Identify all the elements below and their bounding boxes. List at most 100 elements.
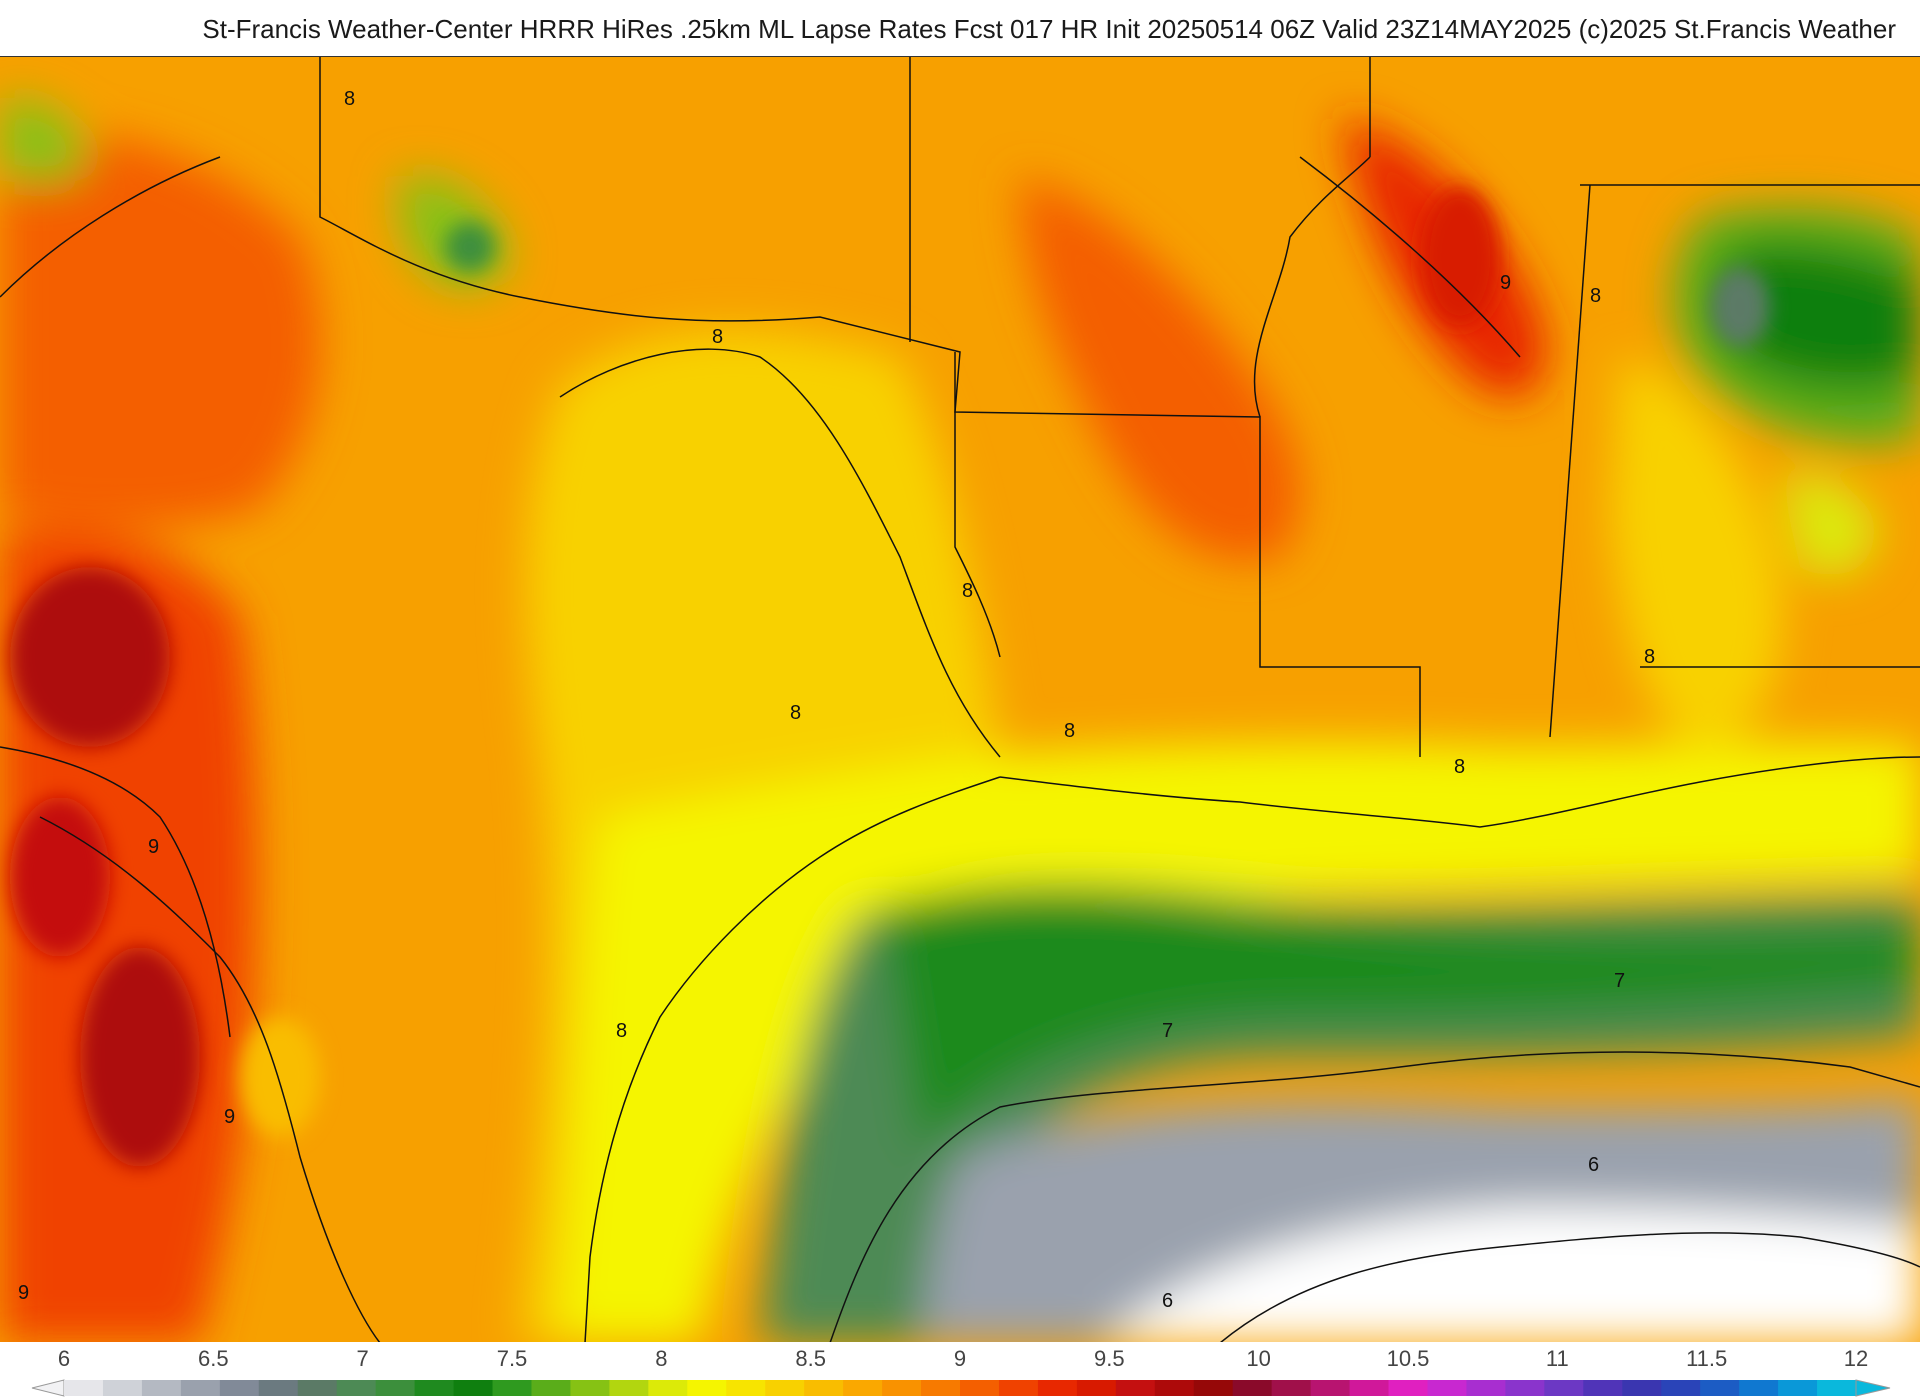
contour-label: 8 xyxy=(1454,756,1465,778)
colorbar-cell xyxy=(843,1380,883,1396)
colorbar-tick-label: 9.5 xyxy=(1094,1346,1125,1371)
state-border xyxy=(1253,156,1371,418)
colorbar-cell xyxy=(453,1380,494,1396)
colorbar-cell xyxy=(141,1380,182,1396)
contour-label: 6 xyxy=(1162,1290,1173,1312)
colorbar-cell xyxy=(336,1380,377,1396)
colorbar-cell xyxy=(102,1380,143,1396)
colorbar-cell xyxy=(297,1380,338,1396)
contour-label: 8 xyxy=(712,326,723,348)
colorbar-cell xyxy=(258,1380,299,1396)
colorbar-cell xyxy=(882,1380,922,1396)
colorbar-tick-label: 6.5 xyxy=(198,1346,229,1371)
coastline xyxy=(999,756,1920,828)
colorbar-tick-label: 7.5 xyxy=(496,1346,528,1371)
contour-label: 8 xyxy=(790,702,801,724)
colorbar-cell xyxy=(1583,1380,1623,1396)
contour-8 xyxy=(559,348,1001,758)
colorbar-cell xyxy=(960,1380,1000,1396)
state-border xyxy=(319,57,1421,757)
colorbar-cell xyxy=(180,1380,221,1396)
contour-label: 9 xyxy=(1500,272,1511,294)
colorbar-tick-label: 6 xyxy=(57,1346,71,1371)
colorbar-cell xyxy=(1466,1380,1506,1396)
colorbar-cell xyxy=(64,1380,104,1396)
colorbar-tick-label: 7 xyxy=(356,1346,369,1371)
contour-label: 8 xyxy=(344,88,355,110)
title-bar: St-Francis Weather-Center HRRR HiRes .25… xyxy=(0,0,1920,56)
colorbar-cell xyxy=(921,1380,961,1396)
contour-label: 7 xyxy=(1162,1020,1173,1042)
colorbar-cell xyxy=(531,1380,572,1396)
colorbar-tick-label: 9 xyxy=(953,1346,967,1371)
contour-label: 9 xyxy=(18,1282,29,1304)
colorbar-tick-label: 11.5 xyxy=(1686,1346,1728,1371)
colorbar-cell xyxy=(1193,1380,1234,1396)
contour-label: 8 xyxy=(1590,285,1601,307)
colorbar-cell xyxy=(570,1380,610,1396)
contour-9 xyxy=(1299,156,1521,358)
state-border xyxy=(0,156,221,298)
contour-6 xyxy=(1219,1232,1920,1343)
coastline xyxy=(584,776,1001,1343)
colorbar-cell xyxy=(1115,1380,1156,1396)
colorbar-cell xyxy=(1544,1380,1584,1396)
colorbar-cell xyxy=(1271,1380,1312,1396)
state-border xyxy=(1549,184,1591,738)
contour-label: 8 xyxy=(1064,720,1075,742)
colorbar-cell xyxy=(1076,1380,1117,1396)
colorbar-cell xyxy=(1154,1380,1195,1396)
contour-label: 8 xyxy=(962,580,973,602)
colorbar-tick-label: 10 xyxy=(1246,1346,1271,1371)
state-border xyxy=(954,352,1001,658)
colorbar-cell xyxy=(726,1380,766,1396)
colorbar-tick-label: 8 xyxy=(655,1346,668,1371)
colorbar-cell xyxy=(1388,1380,1429,1396)
colorbar-cell xyxy=(219,1380,260,1396)
colorbar-cell xyxy=(414,1380,455,1396)
contour-label: 6 xyxy=(1588,1154,1599,1176)
contour-label: 9 xyxy=(148,836,159,858)
colorbar-cell xyxy=(687,1380,727,1396)
colorbar-cell xyxy=(1037,1380,1078,1396)
map-title: St-Francis Weather-Center HRRR HiRes .25… xyxy=(202,14,1896,44)
colorbar-cell xyxy=(1232,1380,1273,1396)
colorbar-cell xyxy=(1427,1380,1468,1396)
colorbar-tick-label: 12 xyxy=(1843,1346,1869,1371)
boundaries xyxy=(0,57,1920,1343)
colorbar-cell xyxy=(804,1380,844,1396)
border-rio-grande xyxy=(39,816,381,1343)
colorbar-cell xyxy=(375,1380,416,1396)
colorbar-cell xyxy=(492,1380,533,1396)
colorbar-high-arrow xyxy=(1855,1379,1891,1397)
map-panel[interactable]: 8 8 9 8 8 8 8 8 8 9 9 8 7 7 9 6 6 xyxy=(0,56,1920,1344)
contour-9 xyxy=(0,746,231,1038)
colorbar-cell xyxy=(1349,1380,1390,1396)
colorbar-cell xyxy=(609,1380,649,1396)
colorbar-cell xyxy=(1778,1380,1818,1396)
contour-label: 8 xyxy=(1644,646,1655,668)
colorbar-cell xyxy=(1661,1380,1701,1396)
contour-label: 8 xyxy=(616,1020,627,1042)
contour-label: 7 xyxy=(1614,970,1625,992)
colorbar-cell xyxy=(998,1380,1039,1396)
colorbar-cell xyxy=(648,1380,688,1396)
colorbar-cell xyxy=(1310,1380,1351,1396)
lapse-rate-maxima xyxy=(10,187,1770,1167)
contour-label: 9 xyxy=(224,1106,235,1128)
contour-labels: 8 8 9 8 8 8 8 8 8 9 9 8 7 7 9 6 6 xyxy=(18,88,1655,1312)
colorbar-tick-label: 8.5 xyxy=(795,1346,826,1371)
colorbar-tick-label: 11 xyxy=(1545,1346,1569,1371)
colorbar-cell xyxy=(1739,1380,1779,1396)
colorbar-cell xyxy=(1700,1380,1740,1396)
lapse-rate-map: 8 8 9 8 8 8 8 8 8 9 9 8 7 7 9 6 6 xyxy=(0,57,1920,1343)
colorbar-cell xyxy=(765,1380,805,1396)
colorbar xyxy=(31,1379,1891,1397)
contour-7 xyxy=(829,1051,1920,1343)
colorbar-cell xyxy=(1622,1380,1662,1396)
colorbar-legend: 6 6.5 7 7.5 8 8.5 9 9.5 10 10.5 11 11.5 12 xyxy=(0,1342,1920,1400)
colorbar-cell xyxy=(1817,1380,1857,1396)
colorbar-low-arrow xyxy=(31,1379,65,1397)
colorbar-tick-label: 10.5 xyxy=(1386,1346,1430,1371)
colorbar-cell xyxy=(1505,1380,1545,1396)
